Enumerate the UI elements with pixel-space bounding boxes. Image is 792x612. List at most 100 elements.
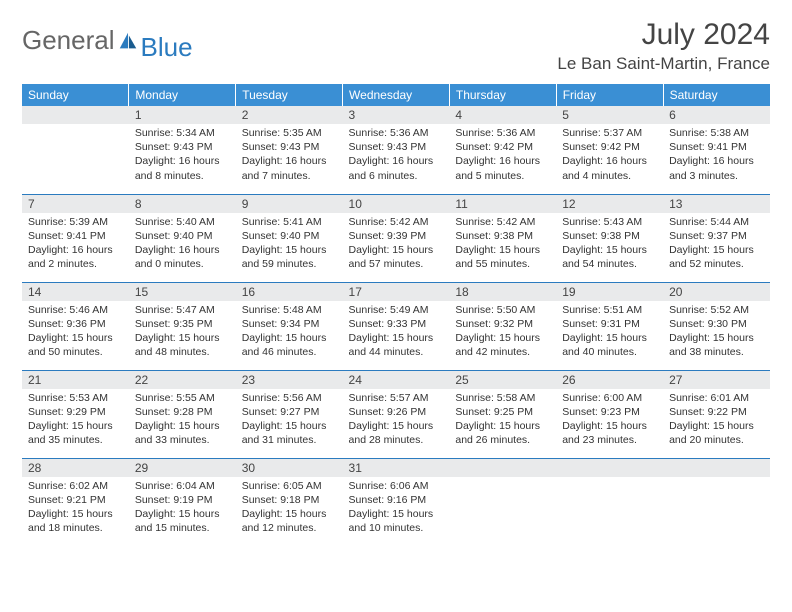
day-details: Sunrise: 5:53 AMSunset: 9:29 PMDaylight:… <box>22 389 129 452</box>
day-number: 8 <box>129 195 236 213</box>
day-number: 27 <box>663 371 770 389</box>
title-block: July 2024 Le Ban Saint-Martin, France <box>557 18 770 74</box>
day-number: 2 <box>236 106 343 124</box>
day-number: 3 <box>343 106 450 124</box>
day-number: 31 <box>343 459 450 477</box>
day-number: 15 <box>129 283 236 301</box>
calendar-cell: 19Sunrise: 5:51 AMSunset: 9:31 PMDayligh… <box>556 282 663 370</box>
day-details: Sunrise: 5:36 AMSunset: 9:42 PMDaylight:… <box>449 124 556 187</box>
day-details: Sunrise: 6:01 AMSunset: 9:22 PMDaylight:… <box>663 389 770 452</box>
day-number: 5 <box>556 106 663 124</box>
day-number <box>449 459 556 477</box>
calendar-cell: 26Sunrise: 6:00 AMSunset: 9:23 PMDayligh… <box>556 370 663 458</box>
calendar-cell: 10Sunrise: 5:42 AMSunset: 9:39 PMDayligh… <box>343 194 450 282</box>
day-details: Sunrise: 5:57 AMSunset: 9:26 PMDaylight:… <box>343 389 450 452</box>
day-number: 24 <box>343 371 450 389</box>
day-details: Sunrise: 5:52 AMSunset: 9:30 PMDaylight:… <box>663 301 770 364</box>
calendar-cell: 5Sunrise: 5:37 AMSunset: 9:42 PMDaylight… <box>556 106 663 194</box>
day-details: Sunrise: 6:05 AMSunset: 9:18 PMDaylight:… <box>236 477 343 540</box>
day-details: Sunrise: 6:04 AMSunset: 9:19 PMDaylight:… <box>129 477 236 540</box>
calendar-row: 14Sunrise: 5:46 AMSunset: 9:36 PMDayligh… <box>22 282 770 370</box>
day-number <box>556 459 663 477</box>
day-details: Sunrise: 5:40 AMSunset: 9:40 PMDaylight:… <box>129 213 236 276</box>
calendar-cell: 14Sunrise: 5:46 AMSunset: 9:36 PMDayligh… <box>22 282 129 370</box>
weekday-wednesday: Wednesday <box>343 84 450 106</box>
calendar-cell: 21Sunrise: 5:53 AMSunset: 9:29 PMDayligh… <box>22 370 129 458</box>
day-details: Sunrise: 5:46 AMSunset: 9:36 PMDaylight:… <box>22 301 129 364</box>
day-details: Sunrise: 5:48 AMSunset: 9:34 PMDaylight:… <box>236 301 343 364</box>
calendar-row: 7Sunrise: 5:39 AMSunset: 9:41 PMDaylight… <box>22 194 770 282</box>
day-number <box>22 106 129 124</box>
calendar-body: 1Sunrise: 5:34 AMSunset: 9:43 PMDaylight… <box>22 106 770 546</box>
day-details: Sunrise: 5:41 AMSunset: 9:40 PMDaylight:… <box>236 213 343 276</box>
weekday-thursday: Thursday <box>449 84 556 106</box>
calendar-cell: 2Sunrise: 5:35 AMSunset: 9:43 PMDaylight… <box>236 106 343 194</box>
weekday-header-row: Sunday Monday Tuesday Wednesday Thursday… <box>22 84 770 106</box>
day-number: 28 <box>22 459 129 477</box>
day-number: 29 <box>129 459 236 477</box>
calendar-cell: 25Sunrise: 5:58 AMSunset: 9:25 PMDayligh… <box>449 370 556 458</box>
calendar-cell: 22Sunrise: 5:55 AMSunset: 9:28 PMDayligh… <box>129 370 236 458</box>
location-label: Le Ban Saint-Martin, France <box>557 54 770 74</box>
day-number: 19 <box>556 283 663 301</box>
calendar-cell <box>663 458 770 546</box>
calendar-cell: 17Sunrise: 5:49 AMSunset: 9:33 PMDayligh… <box>343 282 450 370</box>
calendar-cell: 18Sunrise: 5:50 AMSunset: 9:32 PMDayligh… <box>449 282 556 370</box>
calendar-cell: 6Sunrise: 5:38 AMSunset: 9:41 PMDaylight… <box>663 106 770 194</box>
day-details: Sunrise: 5:49 AMSunset: 9:33 PMDaylight:… <box>343 301 450 364</box>
calendar-cell: 20Sunrise: 5:52 AMSunset: 9:30 PMDayligh… <box>663 282 770 370</box>
day-details: Sunrise: 6:00 AMSunset: 9:23 PMDaylight:… <box>556 389 663 452</box>
day-number: 26 <box>556 371 663 389</box>
day-details: Sunrise: 5:50 AMSunset: 9:32 PMDaylight:… <box>449 301 556 364</box>
calendar-cell: 8Sunrise: 5:40 AMSunset: 9:40 PMDaylight… <box>129 194 236 282</box>
brand-part2: Blue <box>141 32 193 62</box>
day-number: 7 <box>22 195 129 213</box>
day-number: 14 <box>22 283 129 301</box>
calendar-cell: 24Sunrise: 5:57 AMSunset: 9:26 PMDayligh… <box>343 370 450 458</box>
calendar-cell: 3Sunrise: 5:36 AMSunset: 9:43 PMDaylight… <box>343 106 450 194</box>
calendar-cell: 15Sunrise: 5:47 AMSunset: 9:35 PMDayligh… <box>129 282 236 370</box>
day-details: Sunrise: 5:51 AMSunset: 9:31 PMDaylight:… <box>556 301 663 364</box>
day-number <box>663 459 770 477</box>
day-details: Sunrise: 5:34 AMSunset: 9:43 PMDaylight:… <box>129 124 236 187</box>
calendar-cell: 23Sunrise: 5:56 AMSunset: 9:27 PMDayligh… <box>236 370 343 458</box>
day-details: Sunrise: 5:35 AMSunset: 9:43 PMDaylight:… <box>236 124 343 187</box>
calendar-cell: 9Sunrise: 5:41 AMSunset: 9:40 PMDaylight… <box>236 194 343 282</box>
sail-icon <box>117 30 139 52</box>
day-details: Sunrise: 6:06 AMSunset: 9:16 PMDaylight:… <box>343 477 450 540</box>
day-details: Sunrise: 5:39 AMSunset: 9:41 PMDaylight:… <box>22 213 129 276</box>
calendar-cell <box>22 106 129 194</box>
day-number: 20 <box>663 283 770 301</box>
day-details: Sunrise: 5:38 AMSunset: 9:41 PMDaylight:… <box>663 124 770 187</box>
weekday-friday: Friday <box>556 84 663 106</box>
calendar-cell: 7Sunrise: 5:39 AMSunset: 9:41 PMDaylight… <box>22 194 129 282</box>
weekday-saturday: Saturday <box>663 84 770 106</box>
calendar-cell: 27Sunrise: 6:01 AMSunset: 9:22 PMDayligh… <box>663 370 770 458</box>
day-number: 10 <box>343 195 450 213</box>
day-number: 23 <box>236 371 343 389</box>
day-number: 9 <box>236 195 343 213</box>
day-details: Sunrise: 5:55 AMSunset: 9:28 PMDaylight:… <box>129 389 236 452</box>
calendar-cell: 11Sunrise: 5:42 AMSunset: 9:38 PMDayligh… <box>449 194 556 282</box>
day-details: Sunrise: 5:56 AMSunset: 9:27 PMDaylight:… <box>236 389 343 452</box>
day-details: Sunrise: 6:02 AMSunset: 9:21 PMDaylight:… <box>22 477 129 540</box>
day-number: 25 <box>449 371 556 389</box>
calendar-row: 28Sunrise: 6:02 AMSunset: 9:21 PMDayligh… <box>22 458 770 546</box>
day-number: 18 <box>449 283 556 301</box>
day-number: 12 <box>556 195 663 213</box>
calendar-row: 21Sunrise: 5:53 AMSunset: 9:29 PMDayligh… <box>22 370 770 458</box>
day-number: 22 <box>129 371 236 389</box>
calendar-cell: 28Sunrise: 6:02 AMSunset: 9:21 PMDayligh… <box>22 458 129 546</box>
day-number: 30 <box>236 459 343 477</box>
calendar-cell: 30Sunrise: 6:05 AMSunset: 9:18 PMDayligh… <box>236 458 343 546</box>
day-details: Sunrise: 5:58 AMSunset: 9:25 PMDaylight:… <box>449 389 556 452</box>
day-details: Sunrise: 5:42 AMSunset: 9:38 PMDaylight:… <box>449 213 556 276</box>
brand-part1: General <box>22 25 115 56</box>
weekday-tuesday: Tuesday <box>236 84 343 106</box>
day-number: 6 <box>663 106 770 124</box>
calendar-cell: 29Sunrise: 6:04 AMSunset: 9:19 PMDayligh… <box>129 458 236 546</box>
calendar-cell: 1Sunrise: 5:34 AMSunset: 9:43 PMDaylight… <box>129 106 236 194</box>
page-header: General Blue July 2024 Le Ban Saint-Mart… <box>22 18 770 74</box>
day-number: 13 <box>663 195 770 213</box>
day-number: 17 <box>343 283 450 301</box>
